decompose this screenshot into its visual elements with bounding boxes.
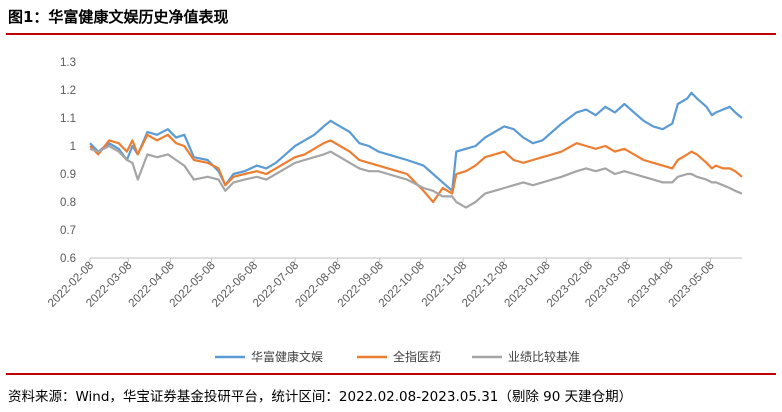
x-axis: 2022-02-082022-03-082022-04-082022-05-08… xyxy=(46,257,742,310)
nav-line-chart: 0.6 0.7 0.8 0.9 1 1.1 1.2 1.3 2022-02-082022-03… xyxy=(46,57,743,364)
y-tick-label: 1.2 xyxy=(60,85,76,97)
y-tick-label: 1.3 xyxy=(60,57,76,69)
series-line-1 xyxy=(89,91,743,192)
series-line-2 xyxy=(89,133,743,204)
y-axis: 0.6 0.7 0.8 0.9 1 1.1 1.2 1.3 xyxy=(60,57,76,265)
y-tick-label: 0.9 xyxy=(60,169,76,181)
series-line-3 xyxy=(89,144,743,209)
y-tick-label: 1 xyxy=(70,141,76,153)
chart-title: 图1：华富健康文娱历史净值表现 xyxy=(8,8,229,26)
legend-label: 业绩比较基准 xyxy=(508,349,580,364)
series-layer xyxy=(89,91,743,209)
y-tick-label: 0.6 xyxy=(60,253,76,265)
title-rule xyxy=(6,33,776,35)
y-tick-label: 0.8 xyxy=(60,197,76,209)
source-rule xyxy=(6,373,776,375)
y-tick-label: 1.1 xyxy=(60,113,76,125)
legend: 华富健康文娱 全指医药 业绩比较基准 xyxy=(215,349,580,364)
legend-label: 全指医药 xyxy=(393,349,441,364)
legend-label: 华富健康文娱 xyxy=(251,349,323,364)
source-note: 资料来源：Wind，华宝证券基金投研平台，统计区间：2022.02.08-202… xyxy=(8,389,633,405)
y-tick-label: 0.7 xyxy=(60,225,76,237)
